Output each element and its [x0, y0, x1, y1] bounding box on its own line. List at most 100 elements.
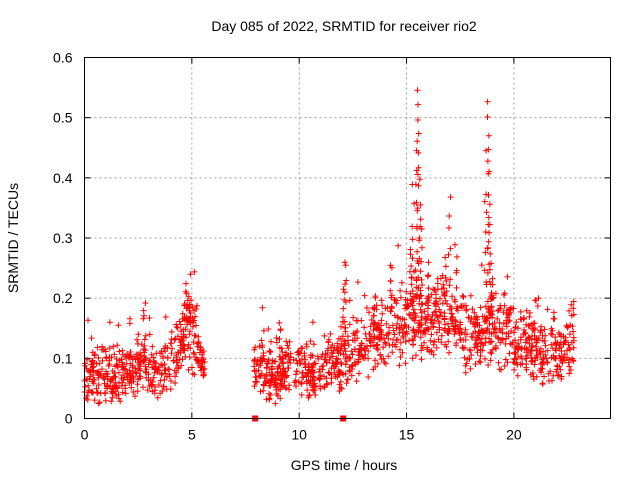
data-point	[442, 254, 449, 261]
data-point	[145, 377, 152, 384]
data-point	[119, 347, 126, 354]
data-point	[142, 332, 149, 339]
data-point	[453, 340, 460, 346]
data-point	[442, 297, 449, 304]
data-point	[447, 276, 454, 283]
data-point	[400, 334, 407, 341]
data-point	[159, 388, 166, 394]
data-point	[482, 249, 489, 256]
data-point	[261, 375, 268, 381]
data-point	[409, 355, 416, 362]
y-tick-label: 0.6	[53, 50, 73, 66]
data-point	[179, 310, 186, 317]
data-point	[310, 341, 317, 348]
data-point	[456, 330, 462, 336]
data-point	[487, 339, 494, 346]
data-point	[251, 346, 258, 353]
data-point	[177, 350, 184, 356]
data-point	[326, 370, 333, 377]
data-point	[484, 158, 491, 165]
data-point	[179, 338, 186, 345]
data-point	[564, 347, 570, 354]
data-point	[121, 374, 128, 381]
data-point	[512, 324, 519, 331]
data-point	[434, 286, 441, 293]
data-point	[399, 315, 406, 322]
data-point	[319, 351, 326, 358]
data-point	[325, 345, 331, 352]
data-point	[335, 335, 342, 342]
data-point	[113, 384, 120, 391]
data-point	[415, 182, 422, 189]
data-point	[539, 356, 545, 363]
data-point	[415, 130, 422, 137]
data-point	[544, 347, 551, 354]
data-point	[365, 348, 372, 354]
data-point	[116, 348, 123, 355]
data-point	[447, 194, 454, 201]
data-point	[396, 324, 403, 331]
data-point	[275, 372, 282, 379]
data-point	[487, 357, 494, 364]
data-point	[477, 347, 484, 354]
data-point	[518, 334, 525, 341]
data-point	[141, 312, 147, 319]
data-point	[168, 378, 174, 384]
data-point	[421, 308, 428, 315]
data-point	[342, 328, 349, 335]
data-point	[178, 344, 185, 351]
data-point	[393, 297, 400, 304]
data-point	[128, 384, 135, 391]
data-point	[494, 315, 501, 322]
data-point	[98, 373, 105, 379]
plot-frame	[84, 57, 611, 419]
data-point	[258, 370, 265, 377]
data-point	[327, 330, 334, 337]
data-point	[277, 326, 284, 333]
data-point	[175, 349, 181, 356]
data-point	[263, 396, 270, 403]
data-point	[340, 305, 347, 312]
data-point	[173, 359, 180, 366]
data-point	[477, 352, 484, 359]
data-point	[487, 250, 494, 257]
data-point	[325, 339, 332, 346]
data-point	[495, 335, 502, 342]
data-point	[356, 351, 363, 358]
data-point	[362, 351, 369, 358]
data-point	[286, 338, 293, 345]
data-point	[186, 354, 193, 361]
data-point	[488, 260, 495, 267]
data-point	[109, 386, 116, 393]
data-point	[418, 258, 425, 265]
y-tick-label: 0	[65, 411, 73, 427]
data-point	[484, 270, 491, 276]
data-point	[161, 367, 168, 374]
data-point	[408, 274, 415, 281]
data-point	[301, 372, 308, 379]
data-point	[339, 333, 346, 340]
data-point	[427, 337, 434, 344]
data-point	[447, 245, 454, 252]
data-point	[317, 375, 324, 382]
data-point	[503, 311, 510, 317]
data-point	[145, 361, 152, 368]
data-point	[148, 351, 155, 358]
data-point	[122, 390, 129, 397]
data-point	[556, 352, 563, 359]
x-tick-label: 15	[399, 427, 415, 443]
data-point	[172, 380, 179, 386]
data-point	[514, 372, 521, 379]
data-point	[415, 149, 422, 156]
data-point	[489, 321, 496, 328]
data-point	[421, 328, 428, 335]
data-point	[363, 304, 370, 311]
data-point	[106, 354, 113, 360]
data-point	[351, 346, 358, 353]
data-point	[533, 335, 540, 342]
data-point	[517, 308, 524, 315]
data-point	[483, 209, 490, 216]
data-point	[347, 355, 354, 362]
data-point	[534, 303, 541, 309]
data-point	[145, 371, 152, 378]
